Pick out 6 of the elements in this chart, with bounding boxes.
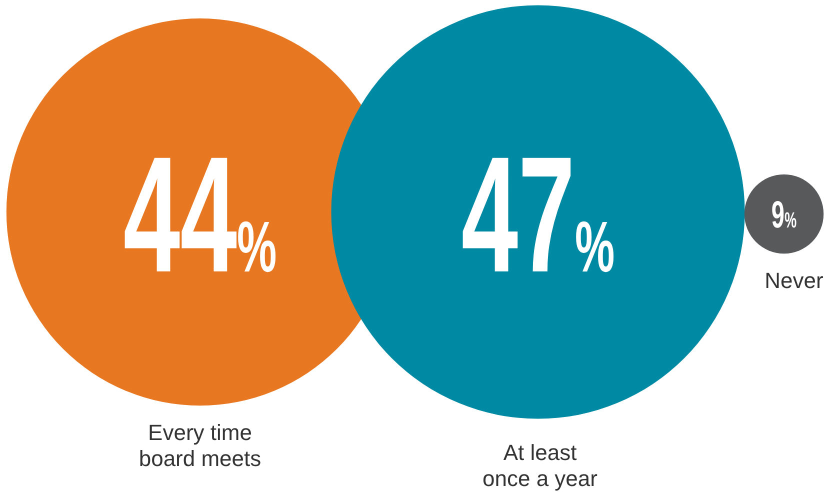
category-label: Never bbox=[764, 268, 824, 293]
category-label: At least once a year bbox=[482, 440, 598, 491]
data-label: 47% bbox=[461, 124, 615, 308]
data-label: 44% bbox=[123, 124, 277, 308]
data-label: 9% bbox=[771, 192, 797, 236]
category-label: Every time board meets bbox=[138, 420, 262, 471]
